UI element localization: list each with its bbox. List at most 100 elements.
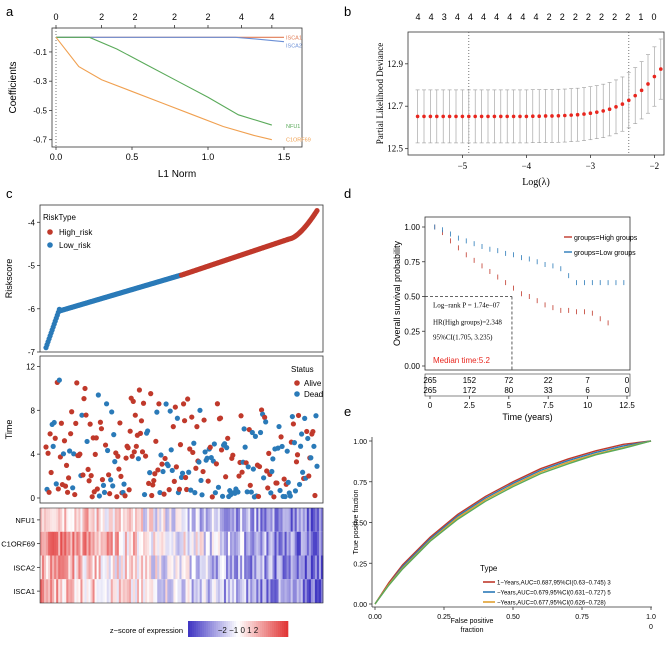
risk-legend-marker	[47, 242, 53, 248]
heat-cell	[143, 555, 146, 580]
heat-cell	[92, 579, 95, 603]
heat-cell	[266, 531, 269, 556]
time-point	[180, 401, 187, 407]
heat-cell	[183, 579, 186, 603]
heat-cell	[264, 555, 267, 580]
heat-cell	[207, 508, 211, 532]
heat-cell	[181, 579, 184, 603]
time-point	[204, 455, 210, 461]
deviance-point-b	[646, 82, 650, 86]
heat-cell	[219, 555, 223, 580]
heat-cell	[74, 555, 77, 580]
heat-cell	[52, 531, 55, 556]
colorbar-segment	[216, 621, 219, 637]
heat-cell	[290, 508, 293, 532]
heat-cell	[104, 531, 108, 556]
heat-cell	[308, 555, 312, 580]
heat-cell	[264, 531, 267, 556]
heat-cell	[165, 531, 168, 556]
heat-cell	[106, 508, 110, 532]
time-point	[188, 487, 194, 493]
heat-cell	[96, 508, 99, 532]
heat-cell	[145, 555, 148, 580]
heat-cell	[236, 555, 239, 580]
heat-cell	[130, 531, 134, 556]
y-tick-label-b: 12.5	[387, 144, 403, 154]
time-point	[81, 396, 87, 402]
heat-cell	[276, 531, 279, 556]
heat-cell	[292, 555, 295, 580]
x-tick-label-a: 0.5	[126, 152, 139, 162]
time-point	[61, 438, 68, 444]
heat-cell	[147, 531, 150, 556]
heat-cell	[76, 555, 79, 580]
heat-cell	[76, 531, 79, 556]
heat-cell	[223, 555, 227, 580]
y-tick-label-e: 0.00	[353, 602, 367, 609]
heat-cell	[314, 531, 318, 556]
heat-cell	[143, 508, 146, 532]
heat-cell	[270, 508, 273, 532]
heat-cell	[173, 579, 176, 603]
heat-row-label: ISCA2	[13, 563, 35, 572]
heat-cell	[100, 555, 103, 580]
heat-cell	[207, 579, 211, 603]
heat-cell	[227, 531, 231, 556]
heat-cell	[238, 508, 241, 532]
heat-cell	[215, 508, 219, 532]
heat-cell	[246, 508, 249, 532]
heat-cell	[135, 531, 138, 556]
heat-cell	[60, 508, 63, 532]
time-point	[248, 489, 254, 495]
time-point	[132, 412, 138, 418]
colorbar-segment	[200, 621, 203, 637]
time-point	[171, 478, 177, 484]
deviance-point-b	[595, 110, 599, 114]
heat-cell	[242, 508, 245, 532]
time-point	[135, 456, 141, 462]
top-count-b: 2	[625, 12, 630, 22]
colorbar-segment	[240, 621, 243, 637]
heat-cell	[56, 579, 59, 603]
plot-frame-b	[407, 31, 665, 156]
heat-cell	[230, 531, 233, 556]
time-point	[133, 443, 139, 449]
heat-cell	[122, 555, 126, 580]
heat-cell	[167, 555, 170, 580]
time-point	[114, 494, 120, 500]
heat-cell	[84, 555, 87, 580]
heat-cell	[50, 555, 53, 580]
heat-cell	[78, 531, 81, 556]
time-point	[196, 459, 202, 465]
deviance-point-b	[499, 114, 503, 119]
risk-point	[314, 208, 320, 214]
time-point	[72, 491, 78, 498]
heat-cell	[94, 579, 97, 603]
time-point	[207, 444, 213, 450]
y-tick-label-c-time: 4	[31, 450, 36, 459]
heat-cell	[141, 531, 144, 556]
y-axis-label-d: Overall survival probability	[392, 240, 402, 346]
heat-cell	[145, 508, 148, 532]
heat-cell	[296, 579, 300, 603]
deviance-point-b	[460, 114, 465, 119]
time-point	[266, 450, 272, 456]
heat-cell	[195, 531, 198, 556]
time-point	[149, 492, 155, 499]
heat-cell	[260, 508, 263, 532]
x-tick-label-d: 10	[583, 401, 592, 410]
y-tick-label-c-risk: -7	[28, 348, 36, 357]
heat-cell	[318, 531, 322, 556]
y-tick-label-d: 1.00	[404, 223, 420, 232]
heat-cell	[90, 555, 93, 580]
heat-cell	[165, 555, 168, 580]
heat-cell	[46, 579, 49, 603]
heat-cell	[126, 531, 130, 556]
time-point	[52, 435, 58, 441]
heat-cell	[64, 531, 67, 556]
time-point	[179, 470, 186, 476]
time-point	[191, 440, 197, 446]
heat-cell	[72, 579, 75, 603]
heat-cell	[201, 508, 205, 532]
